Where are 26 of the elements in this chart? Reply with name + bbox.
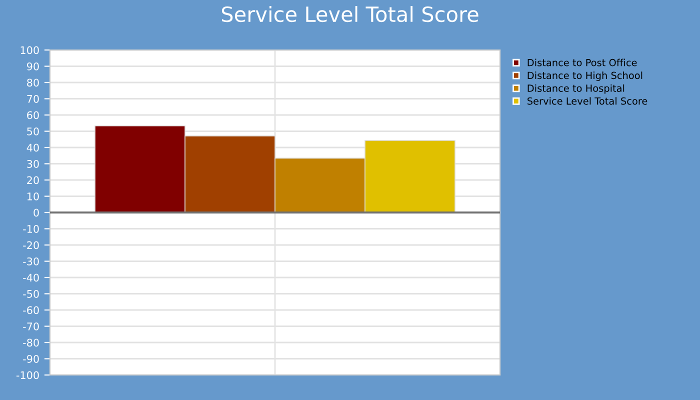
legend-label: Distance to Hospital <box>528 84 624 94</box>
y-tick-label: 30 <box>27 160 39 168</box>
legend-label: Service Level Total Score <box>528 97 648 105</box>
y-tick-label: -30 <box>23 257 39 266</box>
y-tick-label: -100 <box>16 371 39 380</box>
y-tick-label: -40 <box>23 274 39 282</box>
y-tick-label: 90 <box>26 62 39 70</box>
y-tick-label: 50 <box>27 127 39 136</box>
y-tick-label: 80 <box>27 78 39 87</box>
y-tick-label: -60 <box>23 306 39 314</box>
legend-label: Distance to Post Office <box>528 58 637 66</box>
y-tick-label: -90 <box>23 354 39 363</box>
chart-title: Service Level Total Score <box>222 6 478 22</box>
y-tick-label: 20 <box>27 176 39 184</box>
y-tick-label: -10 <box>23 224 39 233</box>
y-tick-label: 40 <box>26 144 39 152</box>
y-tick-label: 10 <box>27 192 39 200</box>
y-tick-label: -50 <box>23 290 39 298</box>
y-tick-label: 0 <box>34 208 39 217</box>
y-tick-label: 60 <box>27 111 39 120</box>
y-tick-label: -80 <box>23 338 39 347</box>
legend-label: Distance to High School <box>528 72 642 81</box>
y-tick-label: 100 <box>20 46 39 54</box>
y-tick-label: -70 <box>23 322 39 330</box>
y-tick-label: 70 <box>27 94 39 103</box>
y-tick-label: -20 <box>23 241 39 250</box>
